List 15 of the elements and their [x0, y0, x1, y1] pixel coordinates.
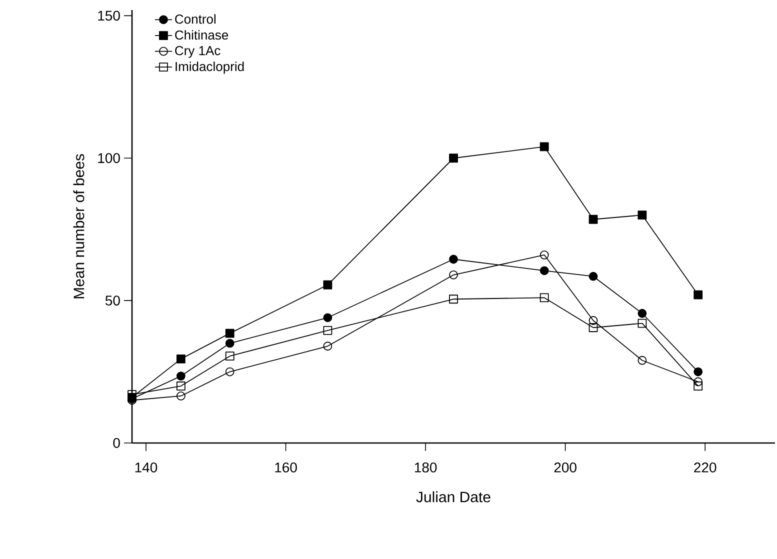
x-tick-label: 200 [554, 462, 576, 472]
y-tick-label: 150 [98, 10, 120, 21]
y-tick-label: 0 [113, 438, 120, 448]
x-axis-title: Julian Date [416, 491, 490, 502]
x-tick-label: 160 [275, 462, 297, 472]
x-tick-label: 180 [414, 462, 437, 472]
y-tick-label: 100 [98, 153, 120, 164]
legend-label: Imidacloprid [176, 62, 244, 74]
y-tick-label: 50 [105, 296, 120, 306]
x-tick-label: 140 [135, 462, 158, 472]
legend-label: Control [175, 14, 216, 24]
y-axis-title: Mean number of bees [73, 154, 84, 298]
legend-label: Chitinase [175, 30, 228, 40]
legend-label: Cry 1Ac [175, 46, 220, 58]
x-tick-label: 220 [694, 462, 716, 472]
